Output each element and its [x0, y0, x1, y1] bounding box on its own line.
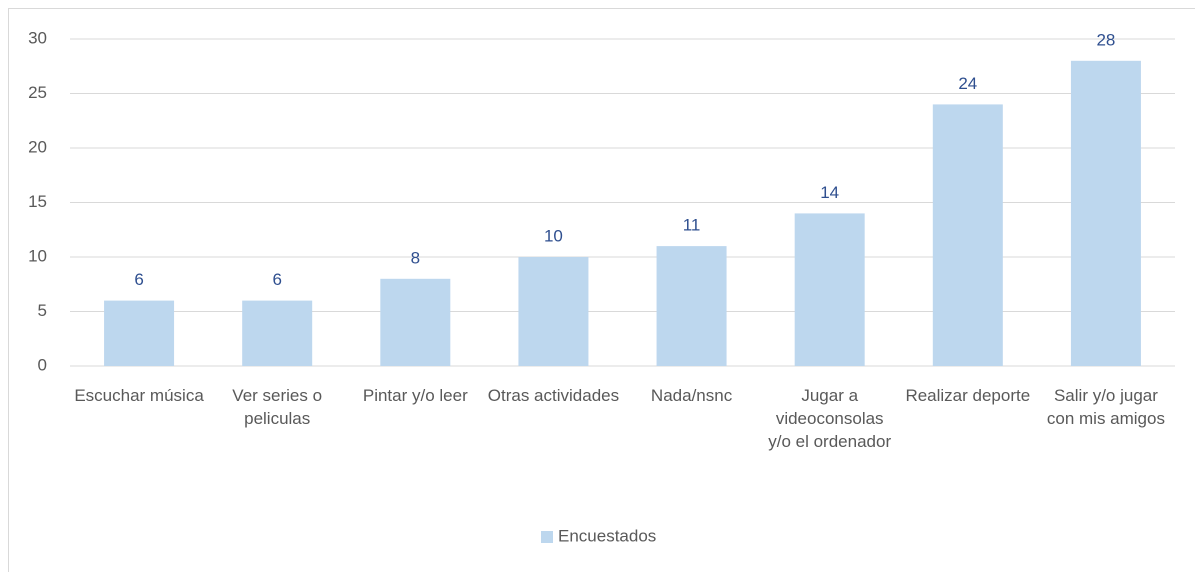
- legend-label: Encuestados: [558, 526, 656, 545]
- data-label: 14: [820, 183, 839, 202]
- y-tick-label: 20: [28, 137, 47, 156]
- legend-swatch: [541, 531, 553, 543]
- bar: [1070, 60, 1141, 367]
- y-tick-label: 5: [38, 301, 47, 320]
- bar: [656, 246, 727, 366]
- bar: [104, 300, 175, 366]
- y-tick-label: 30: [28, 28, 47, 47]
- y-tick-label: 15: [28, 192, 47, 211]
- y-tick-label: 0: [38, 355, 47, 374]
- x-tick-label: Jugar a videoconsolas y/o el ordenador: [768, 386, 892, 451]
- data-label: 6: [134, 270, 143, 289]
- data-label: 8: [411, 248, 420, 267]
- y-tick-label: 25: [28, 83, 47, 102]
- x-tick-label: Salir y/o jugar con mis amigos: [1046, 386, 1165, 428]
- bar: [242, 300, 313, 366]
- data-label: 11: [683, 216, 701, 235]
- y-tick-label: 10: [28, 246, 47, 265]
- bar: [518, 257, 589, 366]
- data-label: 28: [1096, 30, 1115, 49]
- x-tick-label: Realizar deporte: [905, 386, 1031, 405]
- bar: [794, 213, 865, 366]
- x-tick-label: Escuchar música: [74, 386, 204, 405]
- data-label: 10: [544, 226, 563, 245]
- x-tick-label: Nada/nsnc: [650, 386, 733, 405]
- x-tick-label: Ver series o peliculas: [232, 386, 323, 428]
- bar: [380, 278, 451, 366]
- x-tick-label: Otras actividades: [487, 386, 620, 405]
- x-tick-label: Pintar y/o leer: [362, 386, 468, 405]
- data-label: 24: [958, 74, 977, 93]
- data-label: 6: [272, 270, 281, 289]
- chart-border: [8, 8, 1195, 572]
- bar: [932, 104, 1003, 367]
